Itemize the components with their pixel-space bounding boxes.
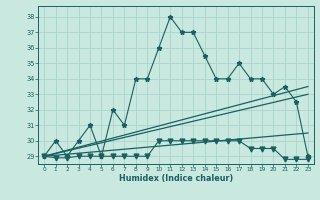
X-axis label: Humidex (Indice chaleur): Humidex (Indice chaleur): [119, 174, 233, 183]
